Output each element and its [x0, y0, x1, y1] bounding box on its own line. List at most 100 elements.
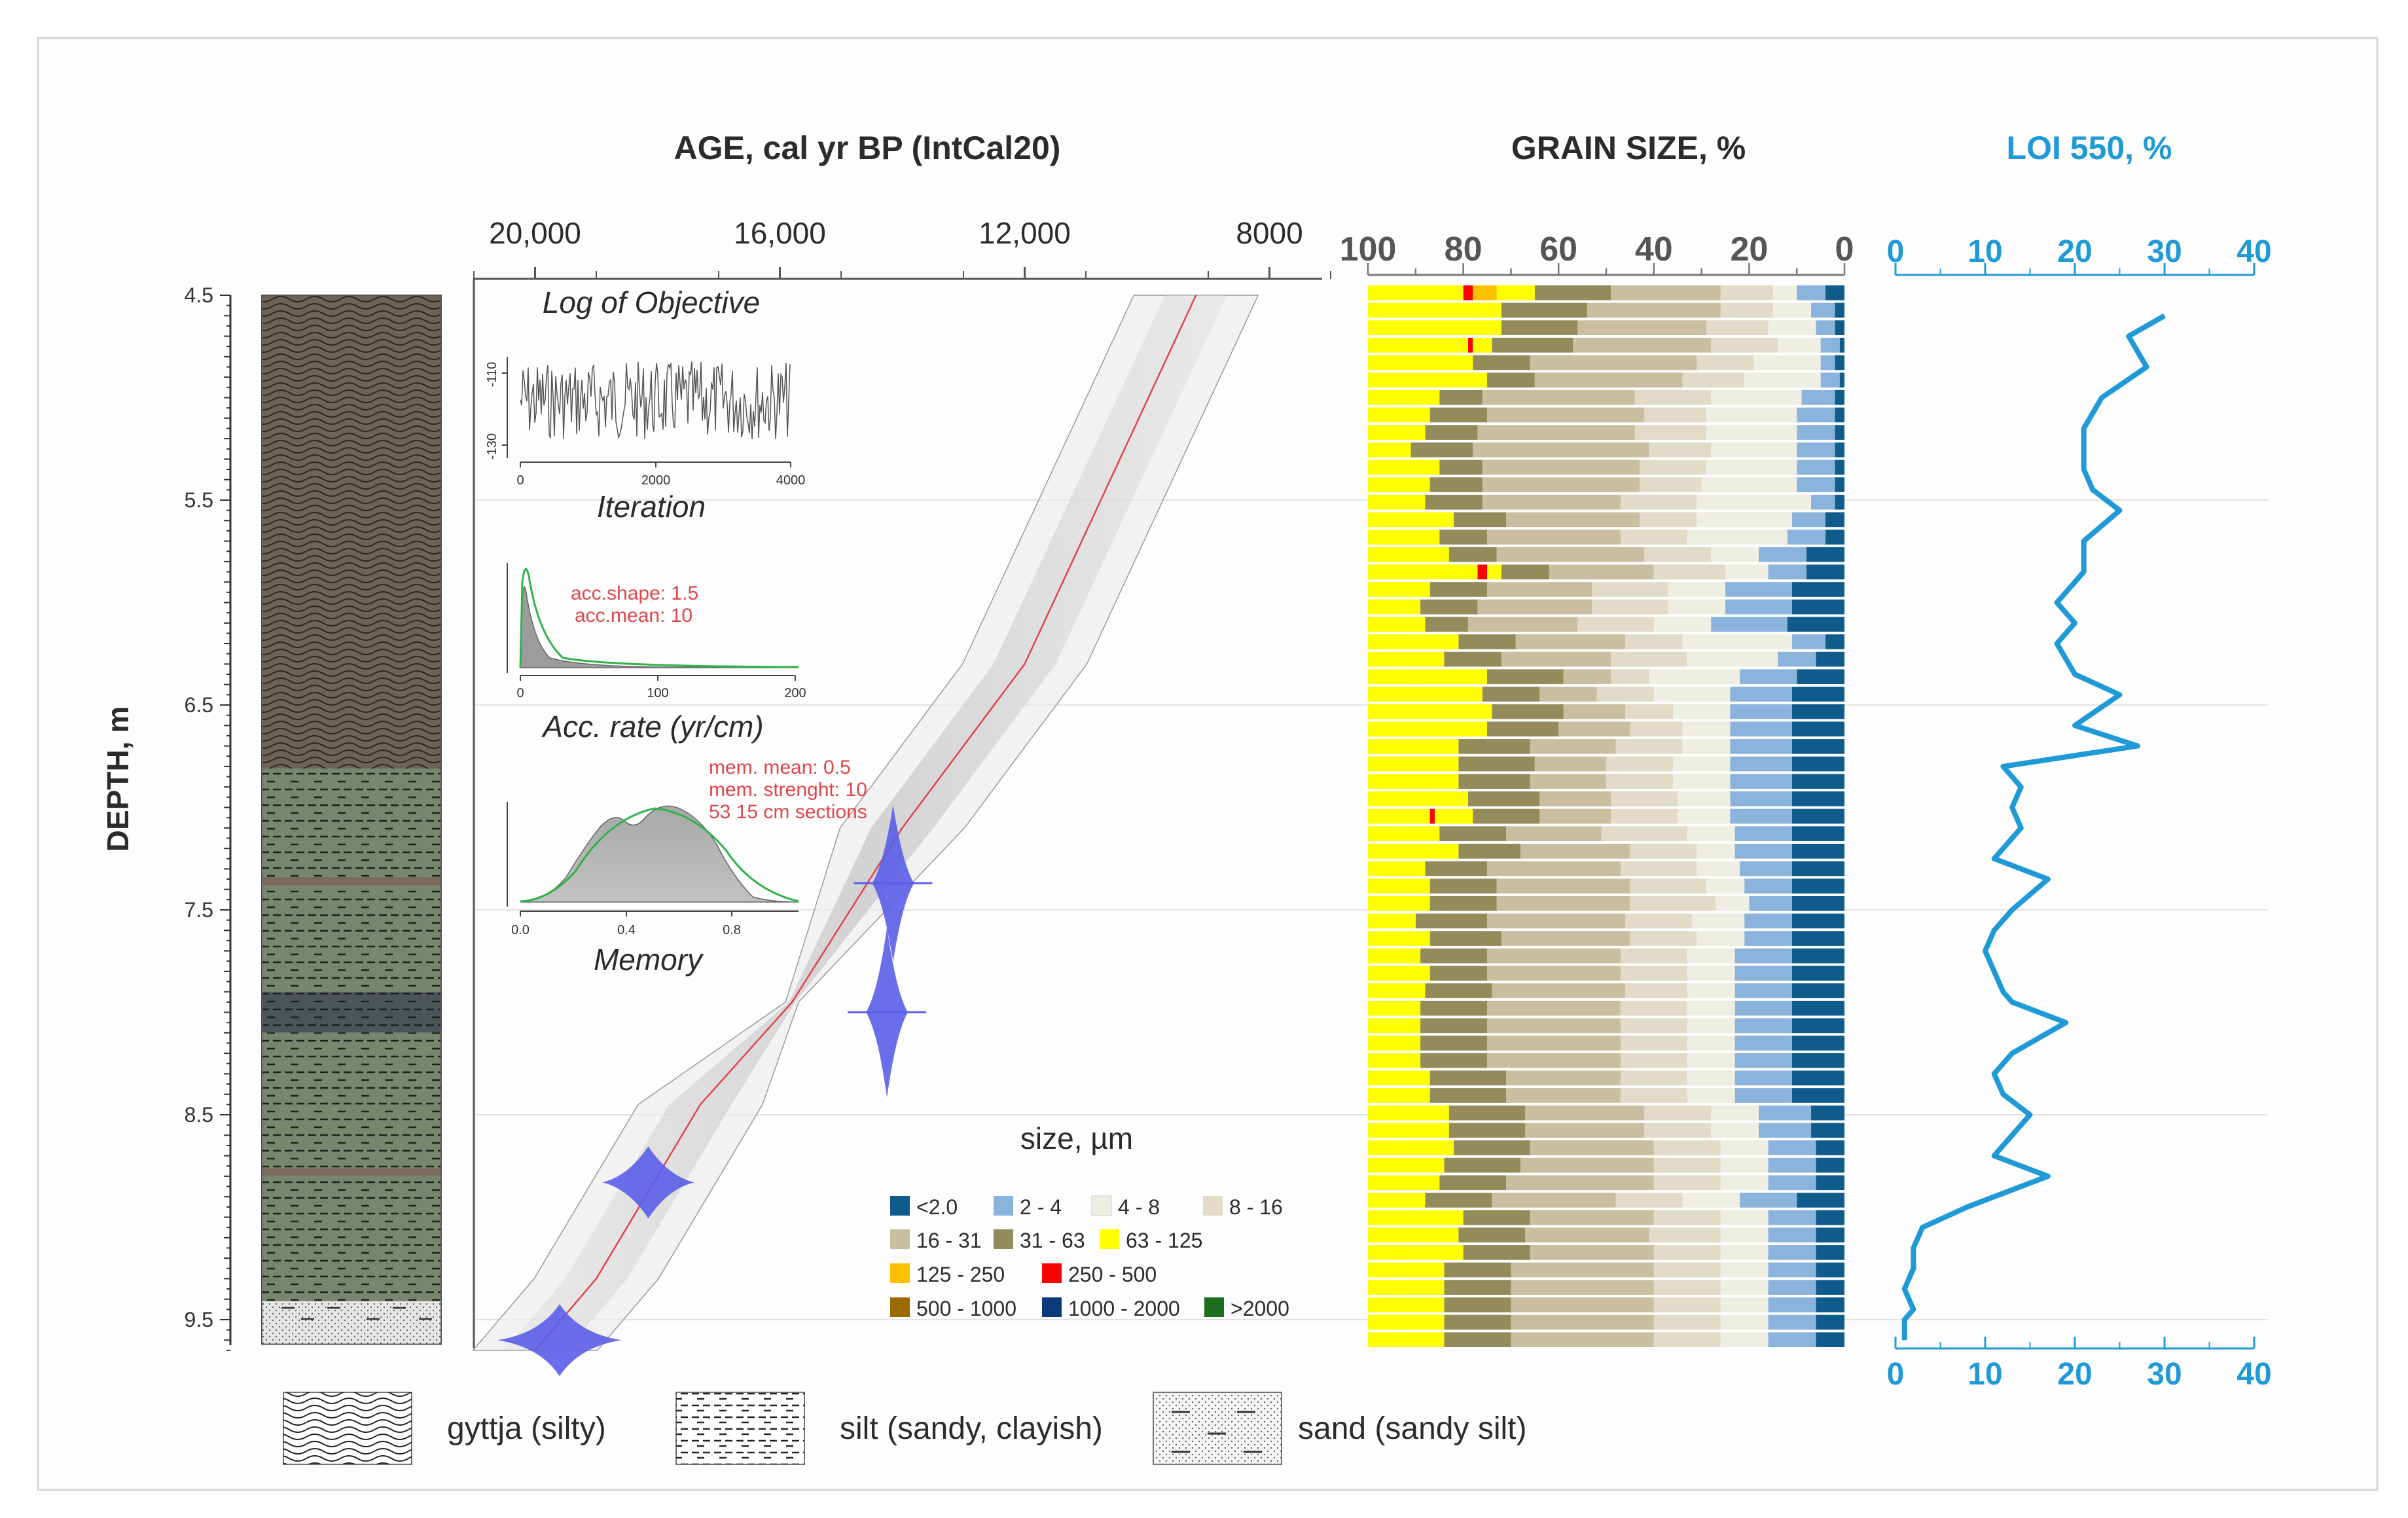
grain-bar-segment	[1368, 669, 1426, 685]
lithology-border	[261, 295, 442, 1345]
loi-top-tick-label: 30	[2147, 234, 2182, 269]
grain-bar-segment	[1772, 285, 1797, 300]
grain-bar-segment	[1487, 582, 1592, 597]
grain-legend-label: 2 - 4	[1020, 1195, 1062, 1219]
objective-xtick: 0	[516, 473, 524, 488]
grain-legend-swatch	[1203, 1196, 1223, 1216]
grain-legend-title: size, µm	[1020, 1121, 1133, 1155]
grain-bar-segment	[1444, 1262, 1511, 1278]
grain-bar-segment	[1687, 1053, 1735, 1068]
grain-bar-segment	[1506, 1088, 1621, 1103]
grain-bar-segment	[1496, 895, 1630, 911]
grain-bar-segment	[1482, 460, 1640, 475]
grain-bar-segment	[1487, 669, 1564, 685]
acc-xtick: 100	[647, 686, 668, 700]
acc-posterior-curve	[519, 568, 799, 668]
depth-tick-label: 4.5	[185, 283, 213, 307]
grain-bar-segment	[1396, 1314, 1445, 1330]
grain-legend-swatch	[890, 1196, 910, 1216]
grain-bar-segment	[1791, 1053, 1844, 1068]
grain-bar-segment	[1420, 687, 1483, 702]
grain-bar-segment	[1678, 808, 1731, 824]
objective-title: Log of Objective	[543, 285, 760, 319]
grain-bar-segment	[1625, 913, 1693, 929]
grain-bar-segment	[1429, 808, 1435, 824]
grain-bar-segment	[1463, 285, 1473, 300]
acc-xtick: 200	[784, 686, 806, 700]
memory-xtick: 0.0	[511, 923, 530, 937]
grain-bar-segment	[1401, 442, 1411, 458]
memory-inset: 0.0 0.4 0.8 mem. mean: 0.5 mem. strenght…	[507, 757, 867, 977]
grain-bar-segment	[1368, 1140, 1411, 1155]
grain-bar-segment	[1368, 530, 1440, 545]
grain-bar-segment	[1816, 1332, 1844, 1347]
grain-bar-segment	[1425, 617, 1468, 632]
grain-bar-segment	[1368, 564, 1478, 580]
grain-bar-segment	[1368, 1227, 1411, 1243]
grain-bar-segment	[1368, 355, 1473, 370]
grain-bar-segment	[1720, 1245, 1769, 1260]
grain-bar-segment	[1368, 634, 1421, 649]
grain-bar-segment	[1368, 1175, 1397, 1191]
grain-bar-segment	[1791, 808, 1844, 824]
grain-bar-segment	[1644, 547, 1712, 562]
grain-bar-segment	[1606, 756, 1673, 772]
grain-bar-segment	[1415, 1245, 1464, 1260]
grain-bar-segment	[1653, 617, 1712, 632]
grain-bar-segment	[1734, 983, 1792, 998]
grain-bar-segment	[1620, 966, 1687, 981]
grain-bar-segment	[1368, 582, 1411, 597]
grain-bar-segment	[1425, 494, 1483, 510]
grain-bar-segment	[1477, 425, 1635, 440]
grain-bar-segment	[1611, 651, 1687, 667]
legend-gyttja-label: gyttja (silty)	[447, 1411, 606, 1446]
grain-bar-segment	[1439, 721, 1487, 737]
grain-bar-segment	[1487, 1053, 1621, 1068]
grain-bar-segment	[1458, 756, 1535, 772]
grain-bar-segment	[1720, 1332, 1769, 1347]
grain-bar-segment	[1653, 1280, 1721, 1295]
grain-bar-segment	[1506, 826, 1602, 841]
grain-bar-segment	[1368, 1210, 1416, 1225]
grain-bar-segment	[1772, 302, 1812, 318]
grain-bar-segment	[1487, 1036, 1621, 1051]
grain-bar-segment	[1448, 547, 1497, 562]
grain-bar-segment	[1653, 1157, 1721, 1173]
grain-bar-segment	[1668, 599, 1725, 615]
grain-bar-segment	[1816, 1280, 1844, 1295]
age-tick-label: 12,000	[979, 216, 1071, 250]
grain-bar-segment	[1797, 442, 1835, 458]
grain-bar-segment	[1615, 1193, 1683, 1208]
grain-bar-segment	[1525, 1123, 1645, 1138]
acc-prior-fill	[520, 587, 799, 668]
grain-bar-segment	[1768, 1157, 1816, 1173]
grain-bar-segment	[1639, 460, 1706, 475]
grain-bar-segment	[1668, 582, 1725, 597]
grain-bar-segment	[1368, 285, 1464, 300]
lithology-pattern	[262, 295, 441, 769]
loi-bottom-tick-label: 10	[1968, 1357, 2002, 1392]
grain-bar-segment	[1758, 547, 1806, 562]
grain-bar-segment	[1539, 791, 1611, 806]
grain-bar-segment	[1368, 983, 1426, 998]
grain-bar-segment	[1439, 530, 1487, 545]
grain-bar-segment	[1816, 1245, 1844, 1260]
grain-bar-segment	[1768, 1262, 1816, 1278]
grain-bar-segment	[1487, 372, 1535, 388]
grain-bar-segment	[1791, 739, 1844, 754]
grain-bar-segment	[1778, 337, 1821, 353]
grain-bar-segment	[1606, 774, 1673, 789]
memory-prior-fill	[520, 805, 799, 903]
grain-bar-segment	[1444, 1280, 1511, 1295]
depth-tick-label: 6.5	[185, 693, 213, 717]
grain-bar-segment	[1835, 407, 1844, 423]
grain-size-title: GRAIN SIZE, %	[1511, 130, 1746, 166]
grain-bar-segment	[1368, 791, 1421, 806]
grain-bar-segment	[1797, 285, 1825, 300]
grain-bar-segment	[1725, 564, 1769, 580]
grain-bar-segment	[1368, 931, 1392, 946]
grain-bar-segment	[1458, 843, 1520, 859]
grain-bar-segment	[1368, 1088, 1430, 1103]
grain-bar-segment	[1368, 948, 1421, 964]
